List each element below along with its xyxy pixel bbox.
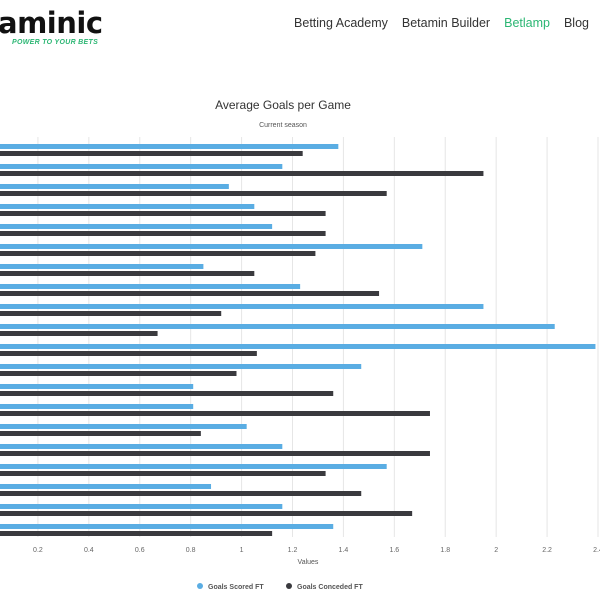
bar-goals-conceded[interactable] bbox=[0, 151, 303, 156]
bar-goals-conceded[interactable] bbox=[0, 511, 413, 516]
bar-goals-conceded[interactable] bbox=[0, 391, 334, 396]
bar-goals-conceded[interactable] bbox=[0, 531, 273, 536]
nav-blog[interactable]: Blog bbox=[563, 16, 589, 30]
x-tick-label: 1 bbox=[240, 547, 244, 554]
nav-betting-academy[interactable]: Betting Academy bbox=[294, 16, 388, 30]
bar-goals-scored[interactable] bbox=[0, 344, 596, 349]
bar-goals-scored[interactable] bbox=[0, 384, 194, 389]
bar-goals-conceded[interactable] bbox=[0, 251, 316, 256]
bar-goals-scored[interactable] bbox=[0, 244, 423, 249]
bar-goals-conceded[interactable] bbox=[0, 311, 222, 316]
legend-dot-scored bbox=[197, 583, 203, 589]
legend: Goals Scored FT Goals Conceded FT bbox=[197, 583, 363, 591]
nav-betlamp[interactable]: Betlamp bbox=[504, 16, 550, 30]
bar-goals-scored[interactable] bbox=[0, 224, 273, 229]
x-tick-label: 0.4 bbox=[84, 547, 94, 554]
x-tick-label: 2.2 bbox=[542, 547, 552, 554]
bar-goals-scored[interactable] bbox=[0, 284, 301, 289]
x-tick-label: 0.8 bbox=[186, 547, 196, 554]
x-tick-labels: 0.2 0.4 0.6 0.8 1 1.2 1.4 1.6 1.8 2 2.2 2.4 bbox=[33, 547, 600, 554]
chart-container: Average Goals per Game Current season 0.… bbox=[0, 50, 600, 600]
x-tick-label: 1.2 bbox=[288, 547, 298, 554]
bar-goals-scored[interactable] bbox=[0, 524, 334, 529]
bar-goals-conceded[interactable] bbox=[0, 471, 326, 476]
chart-title: Average Goals per Game bbox=[215, 98, 351, 112]
bar-goals-scored[interactable] bbox=[0, 404, 194, 409]
bar-goals-conceded[interactable] bbox=[0, 171, 484, 176]
bar-goals-scored[interactable] bbox=[0, 324, 555, 329]
legend-dot-conceded bbox=[286, 583, 292, 589]
bar-goals-scored[interactable] bbox=[0, 424, 247, 429]
bar-goals-conceded[interactable] bbox=[0, 211, 326, 216]
legend-label-scored[interactable]: Goals Scored FT bbox=[208, 584, 264, 591]
bar-goals-scored[interactable] bbox=[0, 444, 283, 449]
bar-goals-scored[interactable] bbox=[0, 464, 387, 469]
bar-goals-conceded[interactable] bbox=[0, 431, 201, 436]
x-tick-label: 2 bbox=[494, 547, 498, 554]
bar-goals-conceded[interactable] bbox=[0, 451, 430, 456]
main-nav: Betting Academy Betamin Builder Betlamp … bbox=[294, 16, 589, 30]
bar-goals-conceded[interactable] bbox=[0, 351, 257, 356]
bar-goals-scored[interactable] bbox=[0, 484, 212, 489]
bar-goals-conceded[interactable] bbox=[0, 371, 237, 376]
bar-goals-conceded[interactable] bbox=[0, 291, 380, 296]
nav-betamin-builder[interactable]: Betamin Builder bbox=[401, 16, 491, 30]
logo[interactable]: aminic bbox=[0, 6, 103, 40]
bar-goals-scored[interactable] bbox=[0, 504, 283, 509]
bar-goals-scored[interactable] bbox=[0, 364, 362, 369]
x-tick-label: 1.6 bbox=[389, 547, 399, 554]
bar-goals-conceded[interactable] bbox=[0, 191, 387, 196]
logo-tagline: POWER TO YOUR BETS bbox=[12, 39, 99, 46]
grid-lines bbox=[37, 137, 599, 537]
bar-goals-scored[interactable] bbox=[0, 264, 204, 269]
bars bbox=[0, 144, 596, 536]
bar-goals-scored[interactable] bbox=[0, 164, 283, 169]
bar-goals-conceded[interactable] bbox=[0, 331, 158, 336]
x-axis-label: Values bbox=[298, 559, 319, 566]
x-tick-label: 0.2 bbox=[33, 547, 43, 554]
x-tick-label: 1.4 bbox=[339, 547, 349, 554]
x-tick-label: 1.8 bbox=[440, 547, 450, 554]
bar-goals-scored[interactable] bbox=[0, 184, 229, 189]
x-tick-label: 2.4 bbox=[593, 547, 600, 554]
bar-goals-conceded[interactable] bbox=[0, 491, 362, 496]
chart-subtitle: Current season bbox=[259, 122, 307, 129]
bar-goals-conceded[interactable] bbox=[0, 271, 255, 276]
bar-goals-scored[interactable] bbox=[0, 204, 255, 209]
legend-label-conceded[interactable]: Goals Conceded FT bbox=[297, 584, 363, 591]
bar-goals-scored[interactable] bbox=[0, 304, 484, 309]
bar-goals-conceded[interactable] bbox=[0, 231, 326, 236]
site-header: aminic POWER TO YOUR BETS Betting Academ… bbox=[0, 0, 600, 50]
goals-bar-chart: Average Goals per Game Current season 0.… bbox=[0, 98, 600, 591]
bar-goals-conceded[interactable] bbox=[0, 411, 430, 416]
bar-goals-scored[interactable] bbox=[0, 144, 339, 149]
x-tick-label: 0.6 bbox=[135, 547, 145, 554]
